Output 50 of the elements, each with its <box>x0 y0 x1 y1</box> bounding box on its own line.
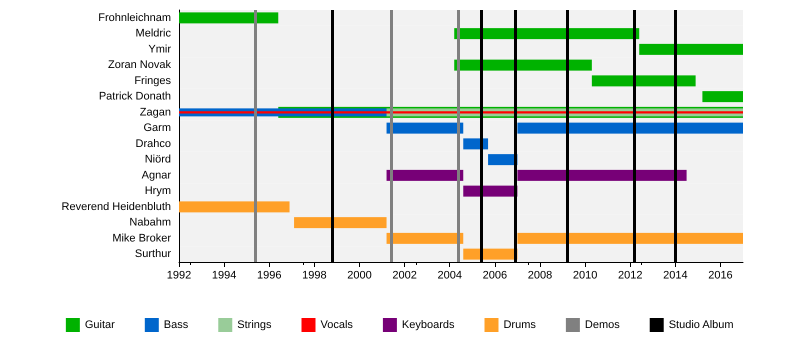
y-tick-label: Meldric <box>136 28 172 40</box>
y-tick-label: Surthur <box>134 248 172 260</box>
bar <box>454 28 640 40</box>
y-tick-label: Garm <box>144 122 171 134</box>
x-tick-label: 2010 <box>572 270 598 282</box>
y-tick-label: Zoran Novak <box>108 59 172 72</box>
bar <box>386 122 464 134</box>
legend-label: Studio Album <box>668 319 734 331</box>
x-tick-label: 2014 <box>663 270 688 282</box>
y-tick-label: Hrym <box>144 185 171 198</box>
legend-label: Bass <box>164 319 189 331</box>
y-tick-label: Frohnleichnam <box>98 12 171 24</box>
bar <box>179 12 278 24</box>
bar <box>702 91 743 102</box>
legend-label: Strings <box>237 319 272 331</box>
bar <box>179 201 290 212</box>
y-tick-label: Drahco <box>136 138 171 150</box>
x-tick-label: 2004 <box>437 270 462 282</box>
legend-label: Keyboards <box>402 319 455 331</box>
legend-label: Vocals <box>320 319 354 331</box>
x-tick-label: 2006 <box>482 270 508 282</box>
x-tick-label: 2002 <box>392 270 417 282</box>
y-tick-label: Reverend Heidenbluth <box>62 200 171 213</box>
bar <box>517 122 743 134</box>
y-tick-label: Ymir <box>148 43 172 56</box>
x-tick-label: 1998 <box>302 270 327 282</box>
legend-label: Drums <box>503 319 536 331</box>
x-tick-label: 2000 <box>347 270 372 282</box>
y-tick-label: Fringes <box>134 74 172 87</box>
bar <box>294 217 387 228</box>
bar <box>517 232 743 244</box>
x-tick-label: 2008 <box>528 270 552 282</box>
x-tick-label: 2012 <box>618 270 642 282</box>
bar <box>386 232 464 244</box>
bar <box>592 75 696 86</box>
x-tick-label: 1996 <box>257 270 282 282</box>
y-tick-label: Nabahm <box>129 216 171 229</box>
y-tick-label: Mike Broker <box>112 232 172 244</box>
y-tick-label: Zagan <box>140 106 171 118</box>
x-tick-label: 2016 <box>708 270 733 282</box>
y-tick-label: Agnar <box>142 169 172 182</box>
bar <box>517 170 687 181</box>
bar <box>639 44 743 55</box>
legend-label: Guitar <box>84 319 116 331</box>
y-tick-label: Patrick Donath <box>98 90 171 103</box>
x-tick-label: 1994 <box>212 270 236 282</box>
legend-label: Demos <box>584 319 620 331</box>
y-tick-label: Niörd <box>144 154 171 166</box>
bar <box>386 170 464 181</box>
x-tick-label: 1992 <box>166 270 192 282</box>
